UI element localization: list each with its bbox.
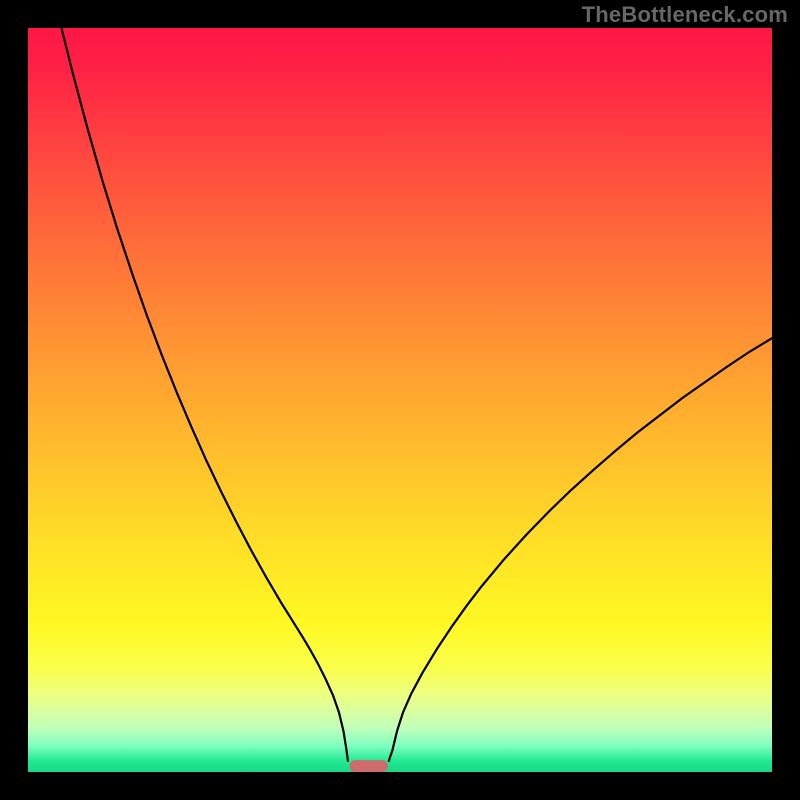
bottleneck-chart: [0, 0, 800, 800]
bottleneck-marker: [349, 760, 388, 772]
plot-background: [28, 28, 772, 772]
figure-root: TheBottleneck.com: [0, 0, 800, 800]
watermark-text: TheBottleneck.com: [582, 2, 788, 28]
